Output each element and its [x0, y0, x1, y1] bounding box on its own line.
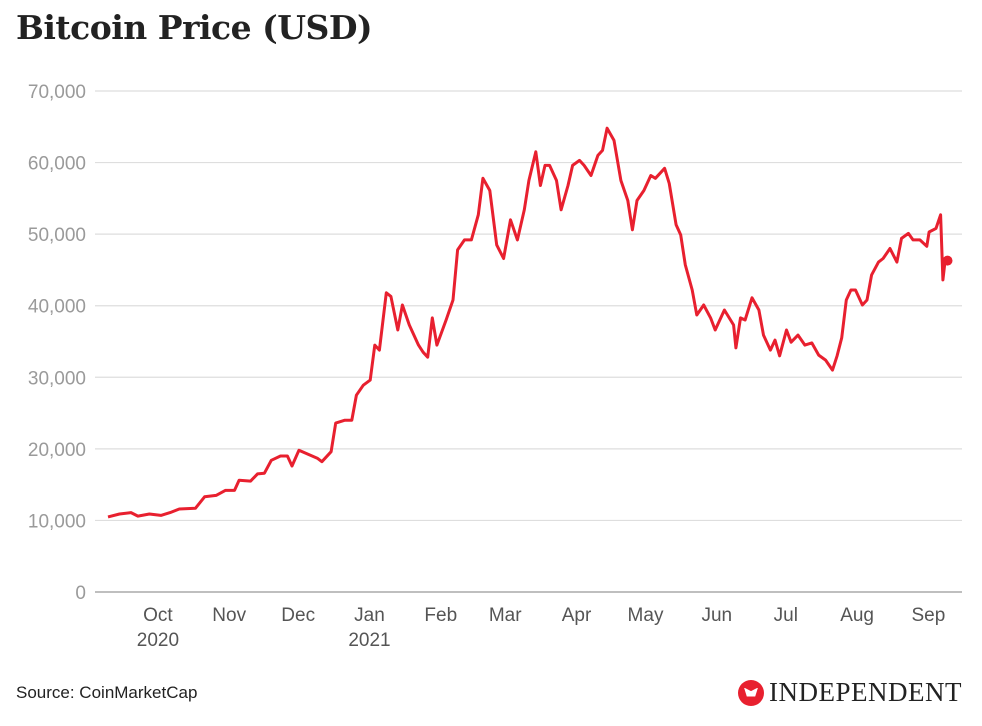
x-tick-label: Dec	[281, 605, 315, 626]
y-tick-label: 30,000	[28, 368, 86, 389]
gridlines	[95, 90, 962, 593]
x-tick-label: Sep	[911, 605, 945, 626]
y-tick-label: 50,000	[28, 225, 86, 246]
x-tick-label: Oct	[143, 605, 173, 626]
x-tick-year-label: 2021	[348, 630, 390, 651]
y-axis: 0 10,000 20,000 30,000 40,000 50,000 60,000 70,…	[28, 82, 86, 604]
x-tick-year-label: 2020	[137, 630, 179, 651]
source-note: Source: CoinMarketCap	[16, 683, 198, 702]
y-tick-label: 0	[75, 583, 86, 604]
x-tick-label: Feb	[424, 605, 457, 626]
x-tick-label: Jan	[354, 605, 385, 626]
last-point-marker	[942, 255, 953, 266]
independent-logo: INDEPENDENT	[738, 677, 962, 708]
logo-wordmark: INDEPENDENT	[769, 677, 962, 707]
y-tick-label: 60,000	[28, 154, 86, 175]
chart-title: Bitcoin Price (USD)	[16, 8, 373, 47]
series-line-bitcoin	[107, 126, 948, 519]
x-tick-label: May	[628, 605, 664, 626]
eagle-icon	[738, 679, 764, 706]
y-tick-label: 20,000	[28, 440, 86, 461]
x-tick-label: Jun	[701, 605, 732, 626]
y-tick-label: 10,000	[28, 511, 86, 532]
y-tick-label: 70,000	[28, 82, 86, 103]
x-tick-label: Aug	[840, 605, 874, 626]
x-axis: Oct 2020 Nov Dec Jan 2021 Feb Mar Apr May Jun Jul Au…	[137, 605, 946, 651]
x-tick-label: Jul	[774, 605, 798, 626]
x-tick-label: Mar	[489, 605, 522, 626]
y-tick-label: 40,000	[28, 297, 86, 318]
x-tick-label: Apr	[562, 605, 592, 626]
x-tick-label: Nov	[212, 605, 246, 626]
